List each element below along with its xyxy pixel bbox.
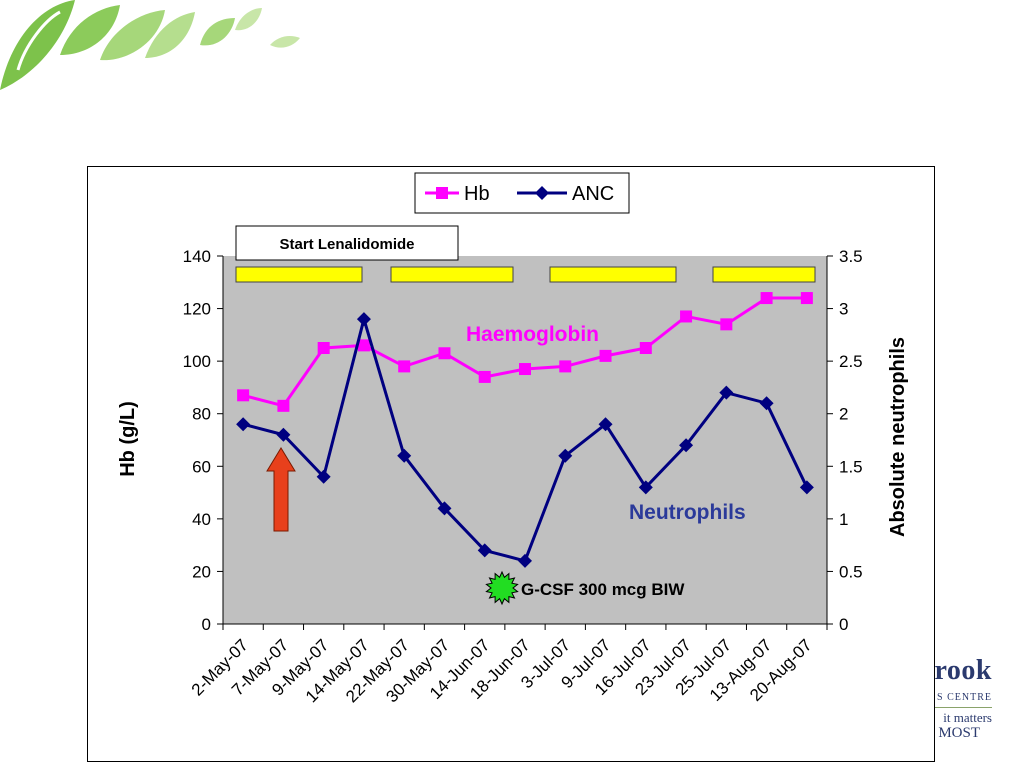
start-lenalidomide-box [235,225,459,261]
anc-point [558,448,573,463]
hb-point [760,292,773,305]
lenalidomide-course-bar [549,266,677,283]
hb-point [680,310,693,323]
lenalidomide-course-bar [235,266,363,283]
y-tick-label: 0 [202,615,211,634]
legend: Hb ANC [414,172,630,214]
anc-point [397,448,412,463]
y2-tick-label: 3.5 [839,247,863,266]
lenalidomide-course-bar [390,266,514,283]
hb-point [277,399,290,412]
y-tick-label: 140 [183,247,211,266]
logo-text: MOST [938,725,980,741]
y2-tick-label: 2 [839,405,848,424]
lenalidomide-course-bars [235,266,816,283]
anc-point [638,480,653,495]
hb-point [559,360,572,373]
anc-point [719,385,734,400]
hb-point [639,342,652,354]
anc-point [276,427,291,442]
leaf-icon [235,8,262,31]
leaf-icon [0,0,75,90]
series [236,292,814,568]
hb-point [519,363,531,376]
y-axis-title: Hb (g/L) [117,401,139,477]
y2-tick-label: 0 [839,615,848,634]
leaf-icon [145,12,195,58]
legend-anc-marker [535,186,549,200]
hb-point [398,360,411,373]
legend-hb-marker [436,187,448,199]
hb-point [478,370,491,383]
anc-point [759,396,774,411]
anc-point [598,417,613,432]
anc-point [356,312,371,327]
axes [217,255,833,630]
legend-anc-label: ANC [572,183,614,205]
y-tick-label: 100 [183,352,211,371]
logo-text: rook [934,655,992,686]
leaf-icon [270,36,300,48]
y2-axis-title: Absolute neutrophils [887,337,909,537]
hb-point [720,318,733,331]
y2-tick-label: 3 [839,300,848,319]
gcsf-star-icon [485,570,519,606]
y2-tick-label: 0.5 [839,562,863,581]
hb-point [438,347,451,360]
y-tick-label: 20 [192,562,211,581]
neutrophils-label: Neutrophils [629,501,746,524]
logo-text: it matters [943,710,992,725]
anc-point [437,501,452,516]
hb-point [357,339,370,352]
y2-tick-label: 1.5 [839,457,863,476]
y2-tick-label: 1 [839,510,848,529]
y-tick-label: 60 [192,457,211,476]
hb-point [800,292,813,305]
gcsf-star-shape [485,570,519,606]
leaf-icon [100,10,165,61]
chart-frame: 0 20 40 60 80 100 120 140 0 0.5 1 1.5 2 2.5 3 3.5 2-May-… [87,166,935,762]
y-tick-label: 120 [183,300,211,319]
hb-point [237,389,250,402]
anc-point [679,438,694,453]
leaf-icon [60,5,120,55]
gcsf-label: G-CSF 300 mcg BIW [521,580,685,599]
legend-hb-label: Hb [464,183,490,205]
decorative-leaves [0,0,300,90]
anc-point [236,417,251,432]
y-tick-label: 40 [192,510,211,529]
leaf-icon [200,18,235,46]
lenalidomide-start-arrow [266,447,296,532]
plot-area [223,256,827,624]
partial-logo: rook S CENTRE it matters MOST [930,655,1024,745]
y2-tick-label: 2.5 [839,352,863,371]
haemoglobin-label: Haemoglobin [466,323,599,346]
leaf-icon [16,10,61,71]
anc-point [799,480,814,495]
anc-point [518,553,532,568]
hb-point [317,342,330,354]
logo-text: S CENTRE [937,692,992,703]
lenalidomide-course-bar [712,266,816,283]
hb-point [599,349,612,362]
y-tick-label: 80 [192,405,211,424]
start-lenalidomide-label: Start Lenalidomide [279,236,414,253]
anc-point [477,543,492,558]
anc-point [316,469,331,484]
chart: 02040608010012014000.511.522.533.52-May-… [117,172,909,706]
logo-rule [934,707,992,708]
